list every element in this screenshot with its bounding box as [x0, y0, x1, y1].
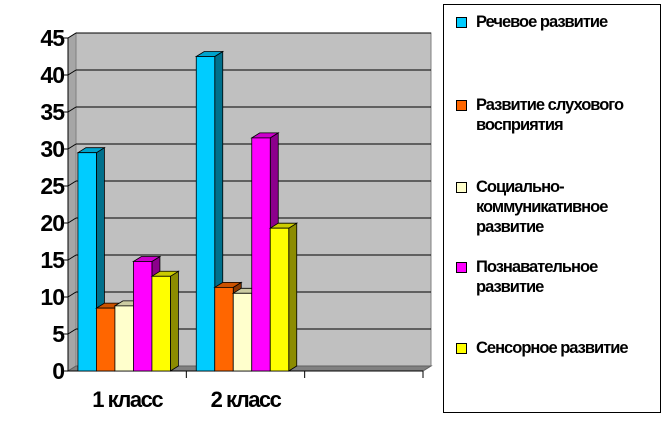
legend-label: Социально-коммуникативное развитие	[476, 178, 608, 236]
gridline-side	[67, 328, 77, 335]
gridline-side	[67, 143, 77, 150]
gridline-side	[67, 254, 77, 261]
legend-label: Сенсорное развитие	[476, 339, 629, 357]
legend-swatch	[456, 17, 467, 28]
legend-label: Речевое развитие	[476, 13, 608, 31]
x-category-label: 1 класс	[92, 387, 163, 412]
legend-item: Развитие слухового восприятия	[456, 95, 656, 135]
y-tick-label: 25	[40, 173, 65, 199]
legend-label: Развитие слухового восприятия	[476, 96, 624, 134]
bar	[268, 222, 299, 372]
legend-item: Речевое развитие	[456, 12, 656, 32]
y-tick-label: 15	[40, 247, 65, 273]
y-tick-label: 5	[52, 321, 65, 347]
y-tick-label: 45	[40, 25, 65, 51]
y-tick-label: 35	[40, 99, 65, 125]
gridline-side	[67, 32, 77, 39]
y-tick-label: 40	[40, 62, 64, 88]
legend-label: Познавательное развитие	[476, 258, 598, 296]
legend-item: Социально-коммуникативное развитие	[456, 177, 656, 237]
gridline-side	[67, 106, 77, 113]
plot-side-wall	[67, 32, 77, 372]
legend-swatch	[456, 100, 467, 111]
bar	[150, 270, 180, 372]
gridline-side	[67, 217, 77, 224]
y-tick-label: 10	[40, 284, 64, 310]
y-tick-label: 0	[52, 358, 64, 384]
legend-item: Сенсорное развитие	[456, 338, 656, 358]
y-tick-label: 20	[40, 210, 64, 236]
bar	[76, 146, 106, 372]
legend-item: Познавательное развитие	[456, 257, 656, 297]
legend-swatch	[456, 343, 467, 354]
x-category-label: 2 класс	[211, 387, 282, 412]
legend-swatch	[456, 182, 467, 193]
gridline-side	[67, 180, 77, 187]
gridline-side	[67, 291, 77, 298]
y-tick-label: 30	[40, 136, 64, 162]
legend-swatch	[456, 262, 467, 273]
legend: Речевое развитие Развитие слухового воспр…	[443, 4, 661, 413]
gridline-side	[67, 69, 77, 76]
